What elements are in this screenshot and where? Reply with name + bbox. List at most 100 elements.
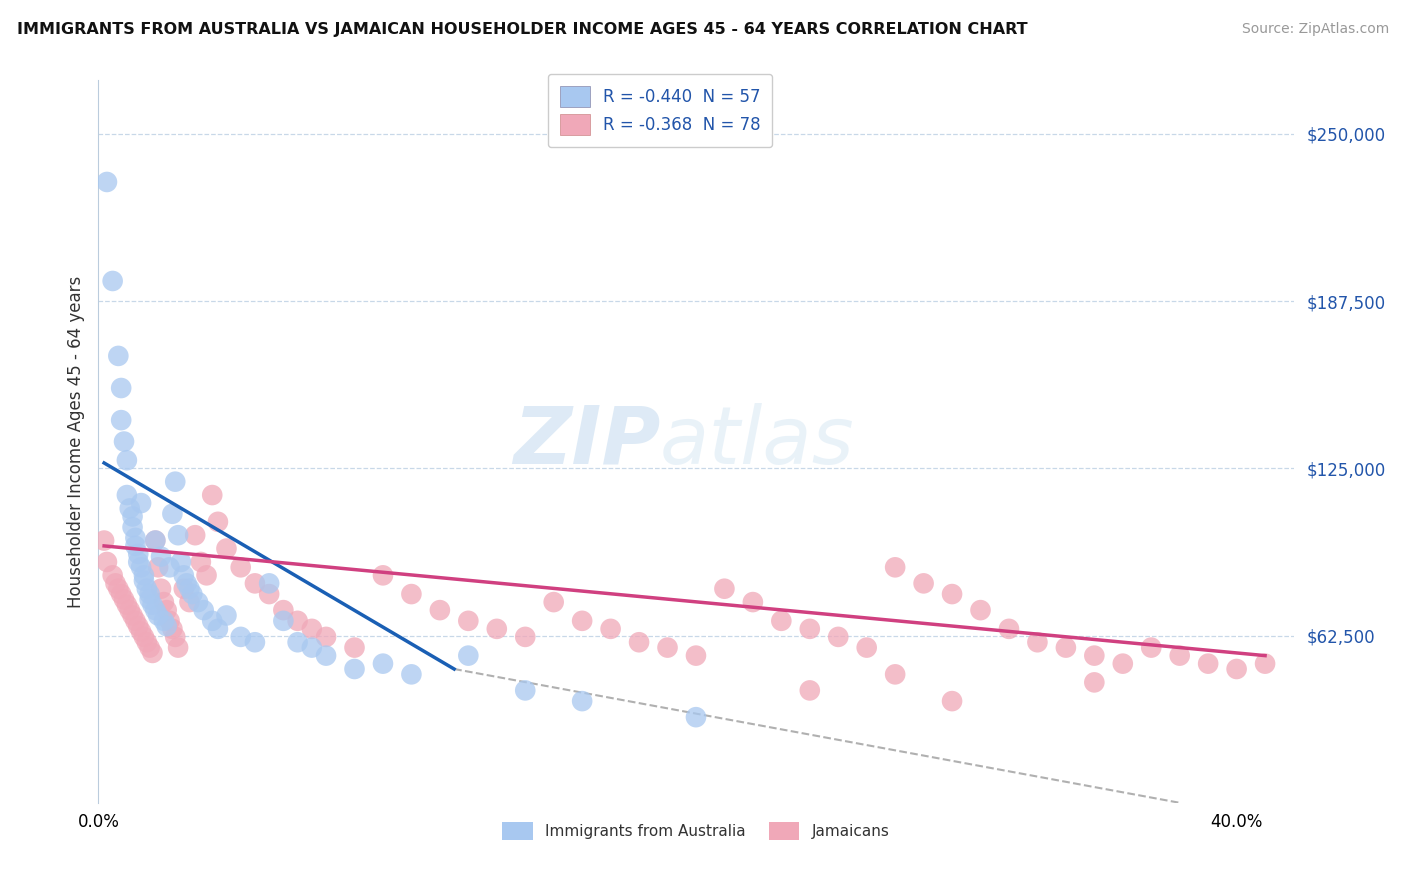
Point <box>371 568 394 582</box>
Point <box>127 555 149 569</box>
Point <box>457 614 479 628</box>
Point <box>884 667 907 681</box>
Point <box>101 568 124 582</box>
Point <box>153 614 176 628</box>
Point <box>107 582 129 596</box>
Point <box>193 603 215 617</box>
Legend: Immigrants from Australia, Jamaicans: Immigrants from Australia, Jamaicans <box>496 816 896 846</box>
Point <box>515 630 537 644</box>
Point <box>96 175 118 189</box>
Point <box>118 603 141 617</box>
Point <box>215 541 238 556</box>
Point <box>138 587 160 601</box>
Point <box>273 603 295 617</box>
Point <box>148 608 170 623</box>
Point <box>127 619 149 633</box>
Point <box>150 549 173 564</box>
Point <box>135 582 157 596</box>
Point <box>287 635 309 649</box>
Point <box>201 614 224 628</box>
Point <box>1026 635 1049 649</box>
Point <box>184 528 207 542</box>
Point <box>121 608 143 623</box>
Point <box>141 598 163 612</box>
Point <box>124 539 146 553</box>
Point <box>101 274 124 288</box>
Point <box>799 622 821 636</box>
Point <box>207 622 229 636</box>
Point <box>129 496 152 510</box>
Point <box>148 560 170 574</box>
Point <box>118 501 141 516</box>
Point <box>173 568 195 582</box>
Point <box>190 555 212 569</box>
Point <box>571 694 593 708</box>
Point <box>657 640 679 655</box>
Point <box>207 515 229 529</box>
Point <box>170 555 193 569</box>
Point <box>685 710 707 724</box>
Point <box>107 349 129 363</box>
Point <box>179 582 201 596</box>
Point <box>741 595 763 609</box>
Point <box>229 560 252 574</box>
Text: IMMIGRANTS FROM AUSTRALIA VS JAMAICAN HOUSEHOLDER INCOME AGES 45 - 64 YEARS CORR: IMMIGRANTS FROM AUSTRALIA VS JAMAICAN HO… <box>17 22 1028 37</box>
Point <box>201 488 224 502</box>
Point <box>685 648 707 663</box>
Point <box>1140 640 1163 655</box>
Point <box>485 622 508 636</box>
Point <box>181 587 204 601</box>
Point <box>343 640 366 655</box>
Point <box>127 547 149 561</box>
Point <box>176 576 198 591</box>
Point <box>571 614 593 628</box>
Point <box>129 560 152 574</box>
Point <box>115 453 138 467</box>
Point <box>1083 675 1105 690</box>
Point <box>110 413 132 427</box>
Point <box>770 614 793 628</box>
Point <box>173 582 195 596</box>
Point <box>301 622 323 636</box>
Point <box>941 587 963 601</box>
Point <box>273 614 295 628</box>
Point <box>941 694 963 708</box>
Point <box>884 560 907 574</box>
Point <box>132 630 155 644</box>
Point <box>257 587 280 601</box>
Point <box>1112 657 1135 671</box>
Point <box>135 635 157 649</box>
Point <box>912 576 935 591</box>
Point <box>1083 648 1105 663</box>
Point <box>713 582 735 596</box>
Point <box>132 568 155 582</box>
Point <box>143 533 166 548</box>
Point <box>827 630 849 644</box>
Point <box>156 603 179 617</box>
Point <box>287 614 309 628</box>
Point <box>401 667 423 681</box>
Point <box>799 683 821 698</box>
Point <box>215 608 238 623</box>
Point <box>167 640 190 655</box>
Point <box>162 622 184 636</box>
Point <box>515 683 537 698</box>
Point <box>112 434 135 449</box>
Point <box>855 640 877 655</box>
Point <box>93 533 115 548</box>
Text: Source: ZipAtlas.com: Source: ZipAtlas.com <box>1241 22 1389 37</box>
Point <box>1226 662 1249 676</box>
Point <box>159 560 181 574</box>
Point <box>129 624 152 639</box>
Point <box>998 622 1021 636</box>
Text: ZIP: ZIP <box>513 402 661 481</box>
Point <box>343 662 366 676</box>
Point <box>401 587 423 601</box>
Point <box>143 603 166 617</box>
Y-axis label: Householder Income Ages 45 - 64 years: Householder Income Ages 45 - 64 years <box>66 276 84 607</box>
Point <box>1254 657 1277 671</box>
Point <box>96 555 118 569</box>
Point <box>110 381 132 395</box>
Point <box>159 614 181 628</box>
Point <box>112 592 135 607</box>
